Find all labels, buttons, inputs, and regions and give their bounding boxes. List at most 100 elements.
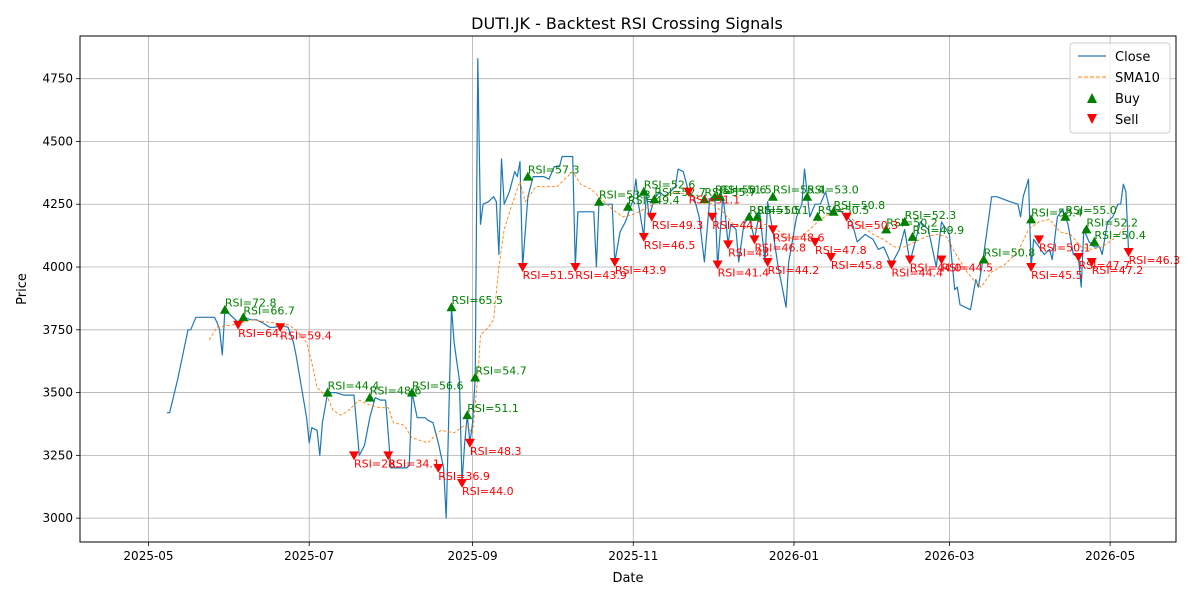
buy-marker <box>767 191 778 201</box>
sell-marker <box>936 255 947 265</box>
sell-signal-label: RSI=44.4 <box>891 267 943 280</box>
x-axis-label: Date <box>612 571 643 586</box>
sell-marker <box>712 260 723 270</box>
buy-signal-label: RSI=52.3 <box>905 209 957 222</box>
sell-marker <box>457 478 468 488</box>
buy-signal-label: RSI=56.6 <box>412 380 464 393</box>
buy-marker <box>699 194 710 204</box>
legend-buy-label: Buy <box>1115 92 1140 107</box>
buy-signal-label: RSI=53.3 <box>599 189 651 202</box>
sell-signal-label: RSI=49.3 <box>652 219 704 232</box>
buy-signal-label: RSI=54.7 <box>475 365 527 378</box>
buy-signal-label: RSI=50.4 <box>1094 229 1146 242</box>
sell-signal-label: RSI=47.2 <box>1092 264 1144 277</box>
sell-marker <box>609 258 620 268</box>
buy-marker <box>1060 211 1071 221</box>
buy-marker <box>802 191 813 201</box>
buy-marker <box>364 392 375 402</box>
sell-signal-label: RSI=28. <box>354 457 399 470</box>
buy-signal-label: RSI=53.0 <box>807 184 859 197</box>
buy-signal-label: RSI=72.8 <box>225 297 277 310</box>
sell-signal-label: RSI=41.4 <box>718 267 770 280</box>
x-tick-label: 2026-03 <box>924 549 974 563</box>
x-tick-label: 2025-07 <box>284 549 334 563</box>
y-tick-label: 3500 <box>42 386 73 400</box>
y-tick-label: 4000 <box>42 260 73 274</box>
buy-marker <box>406 387 417 397</box>
buy-signal-label: RSI=55.0 <box>1065 204 1117 217</box>
plot-frame <box>79 35 1177 543</box>
y-tick-label: 3250 <box>42 448 73 462</box>
sell-marker <box>767 225 778 235</box>
buy-signal-label: RSI=51.5 <box>749 204 801 217</box>
sell-marker <box>1034 235 1044 245</box>
buy-signal-label: RSI=50.8 <box>834 199 886 212</box>
sell-marker <box>570 263 581 273</box>
axis-ticks: 2025-05 2025-07 2025-09 2025-11 2026-01 2026-… <box>42 72 1135 563</box>
buy-marker <box>828 206 839 216</box>
sell-signal-label: RSI=44.2 <box>768 264 820 277</box>
buy-marker <box>752 211 763 221</box>
y-tick-label: 4500 <box>42 134 73 148</box>
buy-signal-label: RSI=50.6 <box>715 184 767 197</box>
sell-signal-label: RSI=43. <box>728 246 773 259</box>
sell-marker <box>749 235 760 245</box>
y-tick-label: 4750 <box>42 72 73 86</box>
buy-marker <box>715 191 726 201</box>
sell-signal-label: RSI=44.0 <box>462 485 514 498</box>
sell-signal-label: RSI=51.5 <box>523 269 575 282</box>
buy-marker <box>219 304 230 314</box>
buy-marker <box>623 201 633 211</box>
buy-signal-label: RSI=52.2 <box>1086 216 1138 229</box>
legend-sell-marker <box>1087 114 1097 124</box>
plot-series <box>166 58 1130 519</box>
buy-marker <box>638 186 649 196</box>
sell-marker <box>349 451 359 461</box>
y-axis-label: Price <box>15 273 30 305</box>
buy-signal-label: RSI=53.4 <box>1031 206 1083 219</box>
sell-signal-label: RSI=45.5 <box>1031 269 1083 282</box>
buy-signal-label: RSI=50.2 <box>886 216 938 229</box>
x-tick-label: 2026-01 <box>769 549 819 563</box>
sell-signal-label: RSI=59.4 <box>280 329 332 342</box>
sell-signal-label: RSI=44.5 <box>942 261 994 274</box>
chart-title: DUTI.JK - Backtest RSI Crossing Signals <box>471 14 783 33</box>
sell-marker <box>638 232 649 242</box>
sell-signal-label: RSI=51.1 <box>689 194 741 207</box>
buy-marker <box>899 216 910 226</box>
buy-signal-label: RSI=51.1 <box>467 402 519 415</box>
x-tick-label: 2025-05 <box>123 549 173 563</box>
buy-marker <box>238 312 249 322</box>
y-tick-label: 3000 <box>42 511 73 525</box>
buy-marker <box>594 196 605 206</box>
buy-marker <box>978 254 989 264</box>
buy-signal-label: RSI=49.9 <box>913 224 965 237</box>
sell-marker <box>383 451 394 461</box>
legend-close-label: Close <box>1115 50 1150 65</box>
buy-marker <box>446 302 457 312</box>
x-tick-label: 2025-09 <box>447 549 497 563</box>
sell-marker <box>810 237 821 247</box>
sell-marker <box>886 260 897 270</box>
sma10-line <box>208 171 1129 444</box>
sell-signal-label: RSI=47.8 <box>815 244 867 257</box>
sell-marker <box>841 212 852 222</box>
x-tick-label: 2026-05 <box>1085 549 1135 563</box>
legend-sell-label: Sell <box>1115 113 1138 128</box>
sell-signal-label: RSI=46.3 <box>1129 254 1181 267</box>
buy-signal-label: RSI=55.4 <box>773 184 825 197</box>
sell-signal-label: RSI=43.9 <box>615 264 667 277</box>
buy-signal-label: RSI=66.7 <box>243 304 295 317</box>
sell-marker <box>723 240 734 250</box>
sell-marker <box>825 252 836 262</box>
close-price-line <box>166 58 1130 519</box>
legend-buy-marker <box>1087 93 1097 103</box>
buy-marker <box>907 231 918 241</box>
sell-signal-label: RSI=48.6 <box>773 231 825 244</box>
sell-signal-label: RSI=44.1 <box>712 219 764 232</box>
sell-marker <box>1073 252 1084 262</box>
sell-marker <box>762 258 773 268</box>
sell-signal-label: RSI=43.9 <box>575 269 627 282</box>
